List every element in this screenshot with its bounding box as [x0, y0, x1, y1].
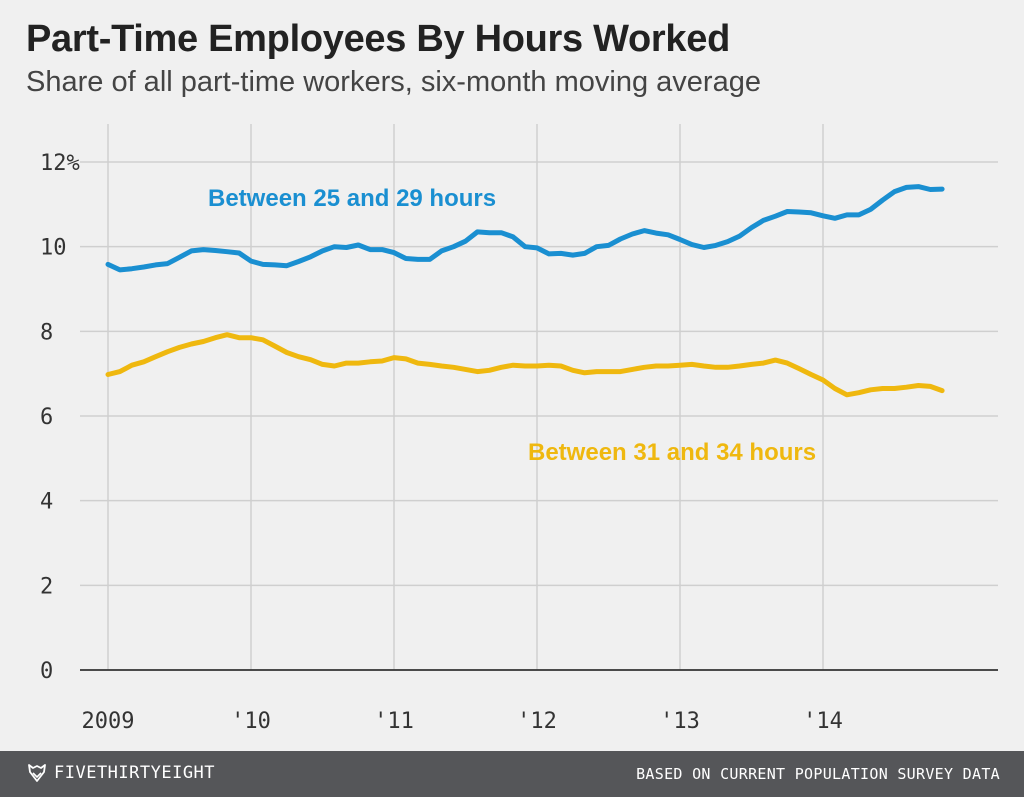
y-tick-label: 0: [40, 659, 53, 684]
x-tick-label: '12: [517, 709, 557, 734]
x-tick-label: '10: [231, 709, 271, 734]
fox-logo-icon: [28, 764, 46, 782]
x-tick-label: '13: [660, 709, 700, 734]
series-label-31-34: Between 31 and 34 hours: [528, 439, 816, 466]
footer-bar: FIVETHIRTYEIGHT BASED ON CURRENT POPULAT…: [0, 751, 1024, 797]
grid-layer: 2009 '10 '11 '12 '13 '14 0 2 4 6 8 10 12%: [40, 124, 998, 734]
label-layer: Between 25 and 29 hours Between 31 and 3…: [208, 185, 816, 466]
series-label-25-29: Between 25 and 29 hours: [208, 185, 496, 212]
source-note: BASED ON CURRENT POPULATION SURVEY DATA: [636, 765, 1000, 783]
y-tick-label: 10: [40, 236, 67, 261]
page-title: Part-Time Employees By Hours Worked: [26, 18, 730, 60]
y-tick-label: 12%: [40, 151, 80, 176]
y-tick-label: 4: [40, 490, 53, 515]
line-chart: 2009 '10 '11 '12 '13 '14 0 2 4 6 8 10 12% Between 25…: [40, 124, 998, 734]
brand-name: FIVETHIRTYEIGHT: [54, 763, 216, 783]
y-tick-label: 2: [40, 574, 53, 599]
x-tick-label: 2009: [82, 709, 135, 734]
x-tick-label: '11: [374, 709, 414, 734]
page-subtitle: Share of all part-time workers, six-mont…: [26, 66, 761, 98]
y-tick-label: 6: [40, 405, 53, 430]
series-line-31-34: [105, 332, 945, 398]
x-tick-label: '14: [803, 709, 843, 734]
series-layer: [105, 184, 945, 398]
y-tick-label: 8: [40, 320, 53, 345]
brand[interactable]: FIVETHIRTYEIGHT: [28, 763, 215, 783]
series-line-25-29: [105, 184, 945, 273]
